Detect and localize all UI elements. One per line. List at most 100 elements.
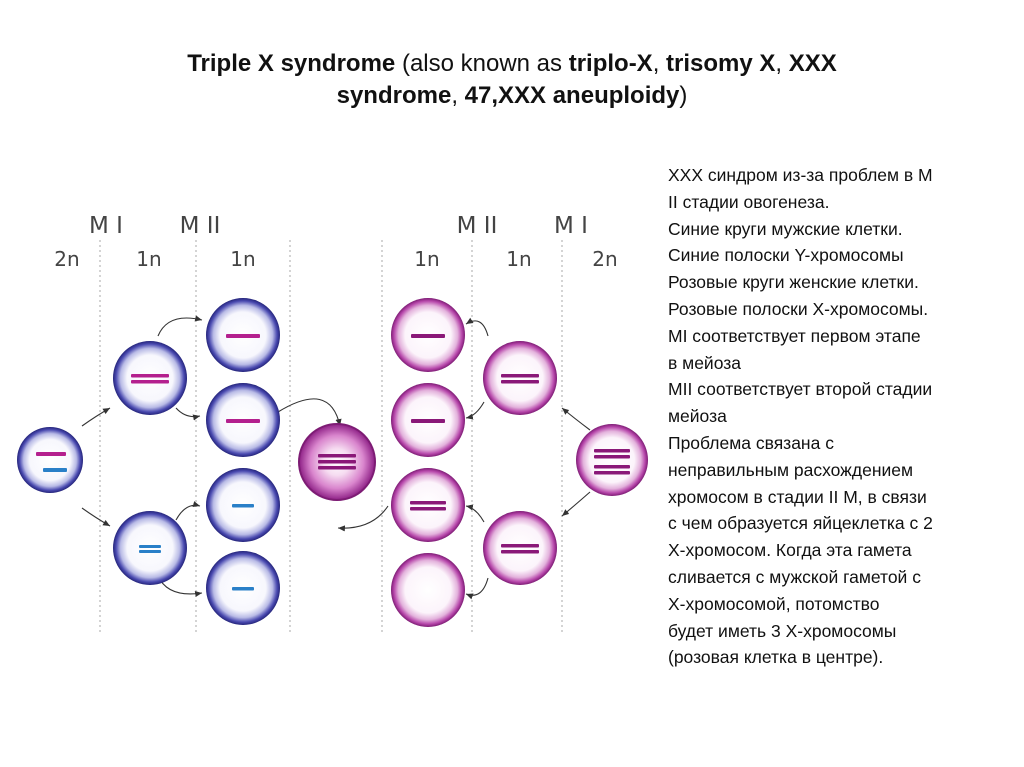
female-cell-mi-top bbox=[483, 341, 557, 415]
description-line: хромосом в стадии II M, в связи bbox=[668, 486, 927, 507]
description-line: будет иметь 3 X-хромосомы bbox=[668, 620, 897, 641]
y-chromosome bbox=[139, 545, 161, 548]
description-text: XXX синдром из-за проблем в M II стадии о… bbox=[668, 162, 1020, 671]
x-chromosome bbox=[501, 550, 539, 554]
male-cell-mi-bottom bbox=[113, 511, 187, 585]
female-gamete-4-empty bbox=[391, 553, 465, 627]
x-chromosome bbox=[410, 501, 446, 505]
description-line: Розовые полоски X-хромосомы. bbox=[668, 298, 929, 319]
x-chromosome bbox=[226, 334, 260, 338]
x-chromosome bbox=[501, 374, 539, 378]
title-part: , bbox=[775, 50, 789, 77]
male-gamete-4 bbox=[206, 551, 280, 625]
title-bold-part: syndrome bbox=[336, 82, 452, 109]
male-gamete-1 bbox=[206, 298, 280, 372]
y-chromosome bbox=[232, 587, 254, 591]
description-line: неправильным расхождением bbox=[668, 459, 914, 480]
male-labels: M I M II 2n 1n 1n bbox=[54, 213, 255, 271]
female-gamete-1 bbox=[391, 298, 465, 372]
description-line: X-хромосом. Когда эта гамета bbox=[668, 540, 912, 561]
description-line: мейоза bbox=[668, 406, 727, 427]
male-cell-mi-top bbox=[113, 341, 187, 415]
y-chromosome bbox=[43, 468, 67, 472]
x-chromosome bbox=[594, 455, 630, 459]
arrow bbox=[81, 507, 111, 527]
title-part: ) bbox=[679, 82, 688, 109]
male-cells bbox=[17, 298, 280, 625]
description-line: Проблема связана с bbox=[668, 432, 834, 453]
male-stage-label-mii: M II bbox=[180, 213, 221, 239]
description-line: II стадии овогенеза. bbox=[668, 191, 830, 212]
title-part: , bbox=[652, 50, 667, 77]
arrow bbox=[465, 401, 485, 420]
male-stage-label-mi: M I bbox=[89, 213, 123, 239]
title-bold-part: Triple X syndrome bbox=[187, 50, 396, 77]
title-part: (also known as bbox=[395, 50, 569, 77]
male-gamete-2 bbox=[206, 383, 280, 457]
x-chromosome bbox=[131, 374, 169, 378]
female-stage-label-mi: M I bbox=[554, 213, 588, 239]
x-chromosome bbox=[594, 471, 630, 475]
x-chromosome bbox=[411, 334, 445, 338]
description-line: с чем образуется яйцеклетка с 2 bbox=[668, 513, 933, 534]
arrow bbox=[81, 407, 111, 427]
xxx-zygote-cell bbox=[298, 423, 376, 501]
male-gamete-3 bbox=[206, 468, 280, 542]
description-line: (розовая клетка в центре). bbox=[668, 647, 884, 668]
description-line: сливается с мужской гаметой с bbox=[668, 566, 921, 587]
arrows bbox=[81, 315, 591, 600]
female-ploidy-label-1n-a: 1n bbox=[414, 247, 439, 271]
x-chromosome bbox=[411, 419, 445, 423]
y-chromosome bbox=[232, 504, 254, 508]
female-ploidy-label-1n-b: 1n bbox=[506, 247, 531, 271]
female-ploidy-label-2n: 2n bbox=[592, 247, 617, 271]
x-chromosome bbox=[594, 465, 630, 469]
page-title: Triple X syndrome (also known as triplo-… bbox=[0, 48, 1024, 112]
arrow bbox=[561, 491, 591, 517]
meiosis-diagram: M I M II 2n 1n 1n M II M I 1n 1n 2n bbox=[17, 213, 648, 635]
x-chromosome bbox=[226, 419, 260, 423]
female-stage-label-mii: M II bbox=[457, 213, 498, 239]
description-line: MII соответствует второй стадии bbox=[668, 379, 933, 400]
male-cell-2n bbox=[17, 427, 83, 493]
arrow bbox=[157, 315, 203, 337]
arrow bbox=[465, 317, 489, 337]
x-chromosome bbox=[318, 454, 356, 458]
arrow bbox=[561, 407, 591, 431]
description-line: MI соответствует первом этапе bbox=[668, 325, 921, 346]
description-line: Синие полоски Y-хромосомы bbox=[668, 245, 904, 266]
stage-dividers bbox=[99, 240, 563, 635]
description-line: XXX синдром из-за проблем в M bbox=[668, 165, 933, 185]
x-chromosome bbox=[131, 380, 169, 384]
female-cells bbox=[391, 298, 648, 627]
title-part: , bbox=[451, 82, 465, 109]
y-chromosome bbox=[139, 550, 161, 553]
arrow bbox=[337, 505, 389, 532]
x-chromosome bbox=[410, 507, 446, 511]
title-bold-part: 47,XXX aneuploidy bbox=[464, 82, 680, 109]
arrow bbox=[465, 504, 485, 523]
x-chromosome bbox=[501, 544, 539, 548]
female-cell-mi-bottom bbox=[483, 511, 557, 585]
description-line: X-хромосомой, потомство bbox=[668, 593, 880, 614]
arrow bbox=[465, 577, 489, 600]
female-gamete-2 bbox=[391, 383, 465, 457]
title-bold-part: triplo-X bbox=[568, 50, 653, 77]
x-chromosome bbox=[594, 449, 630, 453]
male-ploidy-label-1n-b: 1n bbox=[230, 247, 255, 271]
male-ploidy-label-2n: 2n bbox=[54, 247, 79, 271]
description-line: в мейоза bbox=[668, 352, 741, 373]
x-chromosome bbox=[318, 460, 356, 464]
title-bold-part: XXX bbox=[788, 50, 837, 77]
arrow bbox=[175, 501, 201, 521]
female-cell-2n bbox=[576, 424, 648, 496]
female-labels: M II M I 1n 1n 2n bbox=[414, 213, 617, 271]
description-line: Розовые круги женские клетки. bbox=[668, 272, 919, 293]
description-line: Синие круги мужские клетки. bbox=[668, 218, 903, 239]
title-bold-part: trisomy X bbox=[666, 50, 776, 77]
female-gamete-3-abnormal bbox=[391, 468, 465, 542]
arrow bbox=[277, 398, 342, 427]
male-ploidy-label-1n-a: 1n bbox=[136, 247, 161, 271]
x-chromosome bbox=[501, 380, 539, 384]
x-chromosome bbox=[36, 452, 66, 456]
